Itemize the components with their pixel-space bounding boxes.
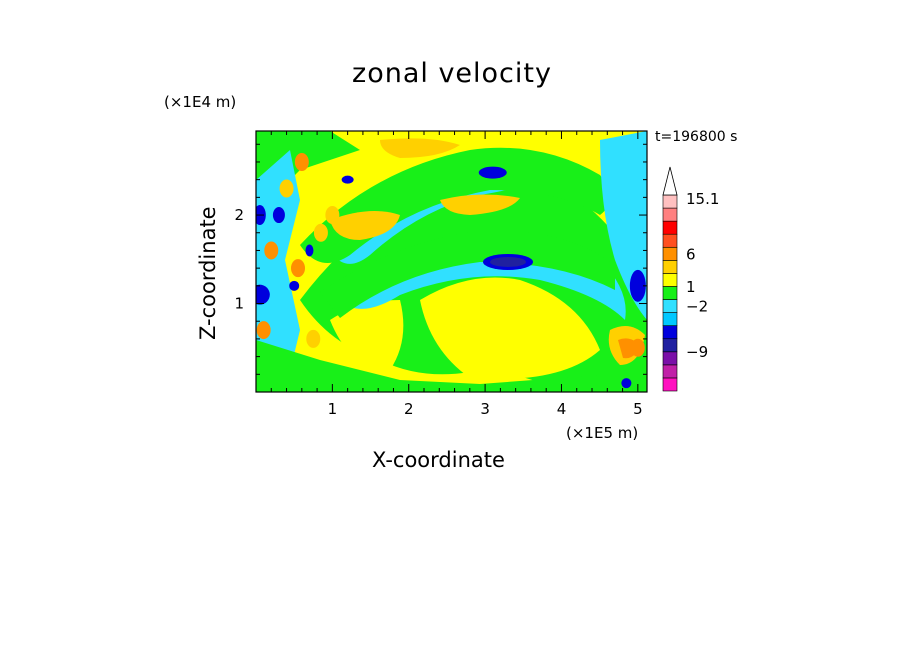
contour-field <box>256 131 647 392</box>
colorbar-cell <box>662 246 678 261</box>
positive-cell <box>306 329 321 348</box>
negative-cell <box>621 378 632 389</box>
negative-cell <box>305 244 314 257</box>
colorbar-cell <box>662 377 678 392</box>
colorbar-cell <box>662 325 678 340</box>
contour-regions <box>256 131 647 392</box>
contour-region <box>330 300 404 370</box>
colorbar-cell <box>662 364 678 379</box>
y-tick-label: 1 <box>234 295 244 313</box>
x-axis: 1 2 3 4 5 <box>270 131 643 418</box>
time-label: t=196800 s <box>655 129 738 145</box>
x-tick-label: 4 <box>557 400 567 418</box>
colorbar-cell <box>662 194 678 209</box>
y-axis: 12 <box>234 143 647 375</box>
colorbar-tick-label: 1 <box>686 278 696 296</box>
chart-title: zonal velocity <box>352 58 552 89</box>
colorbar-cell <box>662 207 678 222</box>
negative-cell <box>341 175 354 184</box>
negative-cell <box>490 256 527 267</box>
colorbar-cell <box>662 312 678 326</box>
positive-cell <box>279 179 294 198</box>
plot-frame <box>255 130 648 393</box>
colorbar-tick-label: 6 <box>686 245 696 263</box>
colorbar: 15.1 6 1−2 −9 <box>662 166 719 392</box>
contour-region <box>440 194 520 215</box>
y-tick-label: 2 <box>234 206 244 224</box>
colorbar-cell <box>662 273 678 287</box>
colorbar-cell <box>662 286 678 300</box>
colorbar-tick-label: −2 <box>686 297 708 315</box>
x-tick-label: 3 <box>480 400 490 418</box>
positive-cell <box>630 338 645 357</box>
positive-cell <box>313 223 328 242</box>
x-axis-unit: (×1E5 m) <box>566 424 639 442</box>
x-tick-label: 5 <box>633 400 643 418</box>
colorbar-cell <box>662 233 678 248</box>
positive-cell <box>256 321 271 340</box>
contour-region <box>330 211 400 240</box>
colorbar-cell <box>662 260 678 274</box>
colorbar-cell <box>662 299 678 313</box>
colorbar-cell <box>662 220 678 235</box>
negative-cell <box>289 280 300 291</box>
small-scale-features <box>256 152 646 389</box>
contour-region <box>320 230 615 318</box>
colorbar-cell <box>662 338 678 353</box>
contour-region <box>380 138 460 158</box>
positive-cell <box>291 259 306 278</box>
x-tick-label: 2 <box>404 400 414 418</box>
colorbar-tick-label: −9 <box>686 343 708 361</box>
negative-cell <box>256 284 270 305</box>
colorbar-extend-arrow <box>662 166 678 196</box>
colorbar-tick-label: 15.1 <box>686 190 719 208</box>
contour-region <box>256 340 647 392</box>
negative-cell <box>629 269 646 302</box>
colorbar-cell <box>662 351 678 366</box>
y-axis-unit: (×1E4 m) <box>164 93 237 111</box>
negative-cell <box>272 207 285 224</box>
x-axis-label: X-coordinate <box>372 448 505 472</box>
contour-region <box>420 277 600 380</box>
positive-cell <box>264 241 279 260</box>
x-tick-label: 1 <box>328 400 338 418</box>
negative-cell <box>478 166 507 179</box>
positive-cell <box>294 152 309 171</box>
positive-cell <box>325 206 340 225</box>
